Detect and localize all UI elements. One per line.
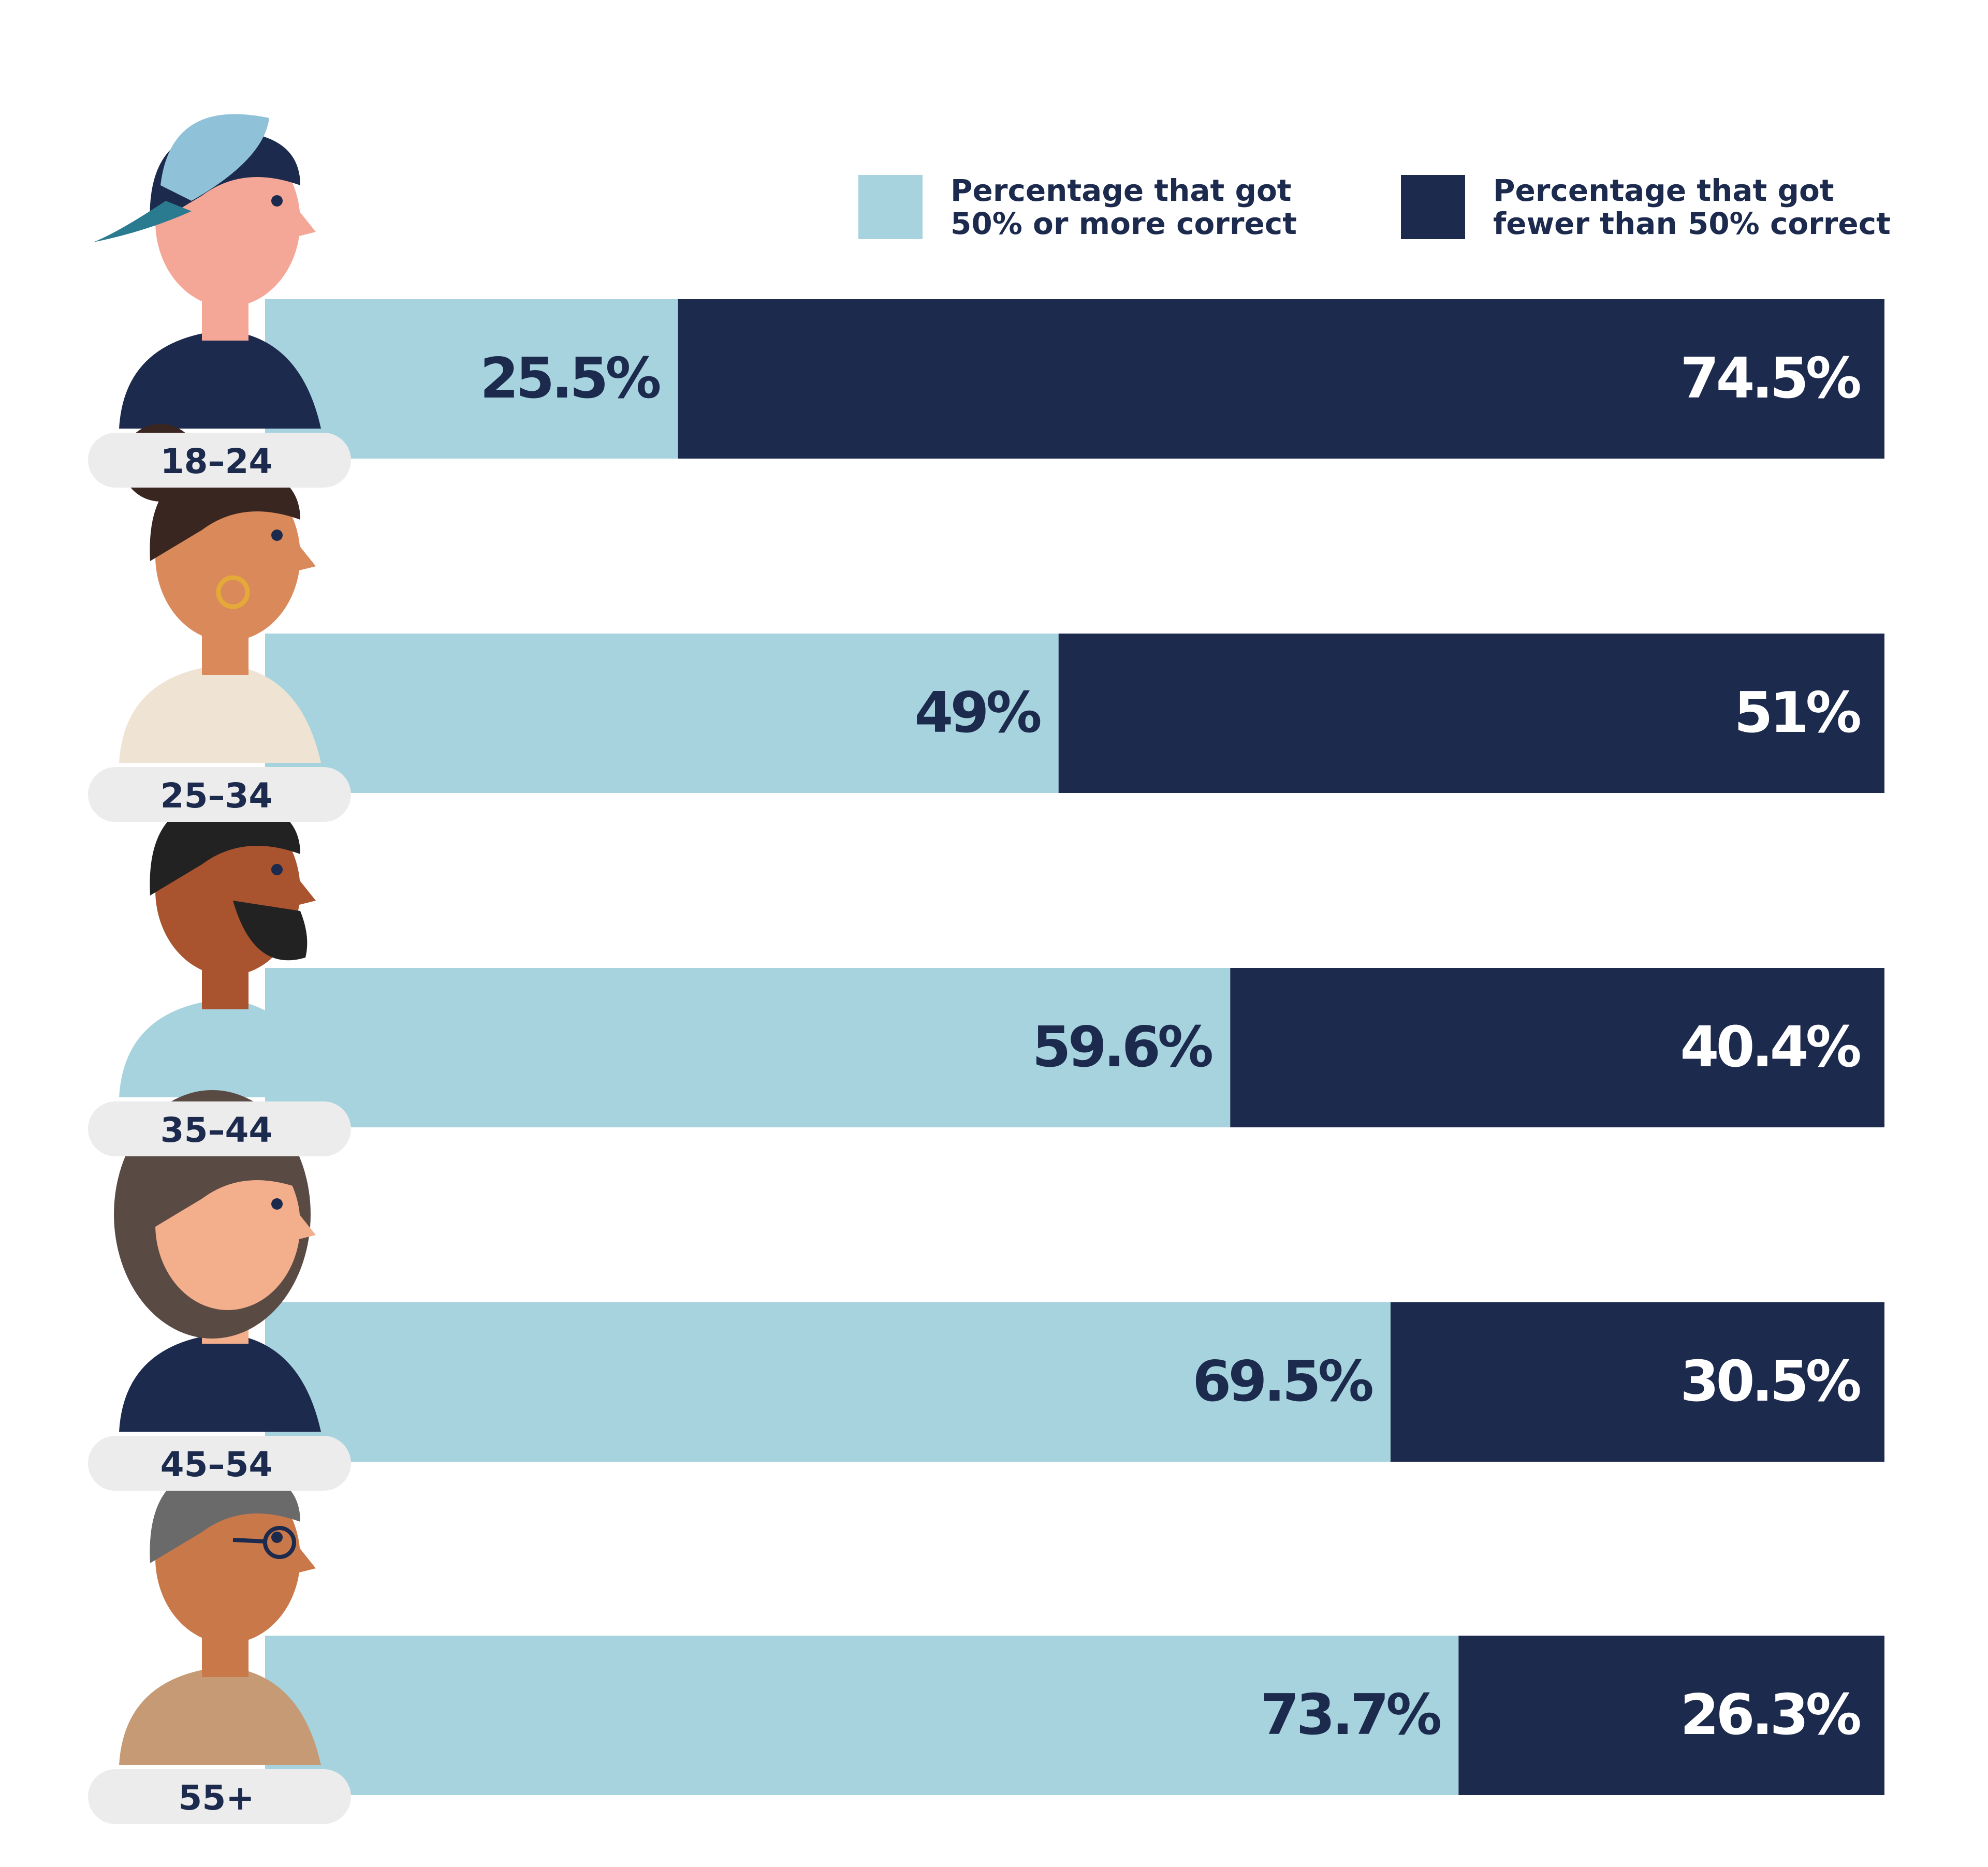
bar-correct-4	[265, 1636, 1459, 1795]
value-label-correct-1: 49%	[914, 681, 1040, 745]
avatars-group	[93, 114, 321, 1765]
avatar-eye	[271, 1532, 283, 1543]
avatar-hair	[150, 1467, 300, 1563]
value-label-correct-4: 73.7%	[1261, 1683, 1440, 1747]
bar-incorrect-4	[1458, 1636, 1884, 1795]
young-man-cap-icon	[93, 114, 321, 429]
avatar-eye	[271, 530, 283, 541]
age-labels-group: 18–24 25–34 35–44 45–54 55+	[88, 433, 351, 1824]
avatar-hair	[150, 799, 300, 895]
woman-bun-earring-icon	[119, 424, 321, 763]
avatar-cap-brim	[93, 201, 192, 242]
age-pill-1	[88, 767, 351, 822]
value-label-incorrect-0: 74.5%	[1680, 346, 1860, 411]
bearded-man-icon	[119, 799, 321, 1097]
avatar-nose	[295, 540, 316, 571]
value-label-incorrect-2: 40.4%	[1680, 1015, 1860, 1080]
avatar-nose	[295, 875, 316, 906]
value-label-incorrect-4: 26.3%	[1680, 1683, 1860, 1747]
value-label-correct-3: 69.5%	[1192, 1349, 1372, 1414]
age-pill-0	[88, 433, 351, 488]
bar-incorrect-3	[1390, 1302, 1884, 1462]
age-label-1: 25–34	[160, 776, 273, 816]
avatar-eye	[271, 195, 283, 207]
legend: Percentage that got 50% or more correct …	[858, 173, 1891, 241]
avatar-shoulders	[119, 1667, 321, 1765]
avatar-glasses	[263, 1526, 296, 1559]
bar-correct-2	[265, 968, 1231, 1127]
avatar-glasses-arm	[232, 1538, 266, 1543]
value-label-incorrect-3: 30.5%	[1680, 1349, 1860, 1414]
value-label-correct-0: 25.5%	[480, 346, 660, 411]
avatar-eye	[271, 1198, 283, 1210]
avatar-eye	[271, 864, 283, 875]
age-pill-4	[88, 1769, 351, 1824]
age-pill-3	[88, 1436, 351, 1491]
avatar-shoulders	[119, 330, 321, 429]
age-label-2: 35–44	[160, 1110, 273, 1150]
older-man-glasses-icon	[119, 1467, 321, 1765]
avatar-earring	[216, 575, 250, 609]
bar-correct-1	[265, 634, 1059, 793]
avatar-nose	[295, 1542, 316, 1574]
bars-group: 25.5% 74.5% 49% 51% 59.6% 40.4% 69.5% 30.5% 73.7…	[265, 299, 1884, 1795]
age-label-0: 18–24	[160, 442, 273, 481]
avatar-hair	[150, 1134, 300, 1230]
bar-correct-3	[265, 1302, 1391, 1462]
bar-correct-0	[265, 299, 678, 459]
age-label-4: 55+	[178, 1778, 254, 1818]
legend-label-correct-line1: Percentage that got	[951, 173, 1292, 208]
bar-incorrect-2	[1230, 968, 1884, 1127]
age-label-3: 45–54	[160, 1445, 273, 1484]
avatar-shoulders	[119, 1333, 321, 1432]
avatar-shoulders	[119, 665, 321, 763]
avatar-nose	[295, 1209, 316, 1240]
legend-label-correct-line2: 50% or more correct	[951, 206, 1297, 241]
age-pill-2	[88, 1101, 351, 1156]
avatar-shoulders	[119, 999, 321, 1097]
legend-swatch-incorrect	[1401, 175, 1465, 239]
legend-label-incorrect-line2: fewer than 50% correct	[1493, 206, 1891, 241]
legend-swatch-correct	[858, 175, 923, 239]
avatar-cap	[160, 114, 269, 201]
avatar-nose	[295, 206, 316, 237]
bar-incorrect-1	[1058, 634, 1884, 793]
value-label-incorrect-1: 51%	[1734, 681, 1860, 745]
avatar-beard	[233, 901, 308, 961]
bar-incorrect-0	[678, 299, 1884, 459]
legend-label-incorrect-line1: Percentage that got	[1493, 173, 1834, 208]
value-label-correct-2: 59.6%	[1032, 1015, 1212, 1080]
